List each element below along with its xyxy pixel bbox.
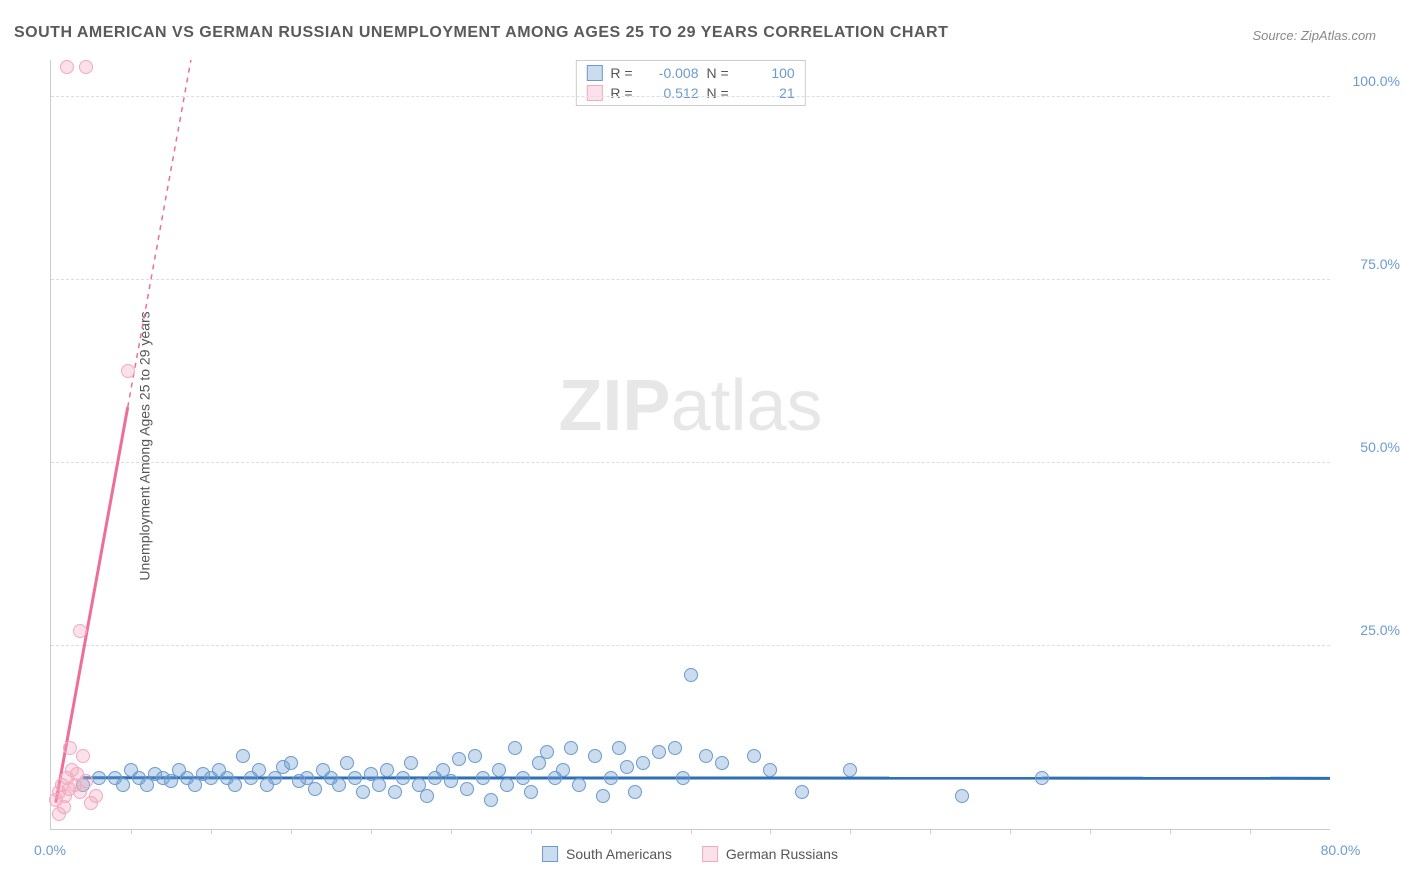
data-point	[468, 749, 482, 763]
x-tick	[291, 829, 292, 834]
data-point	[636, 756, 650, 770]
data-point	[340, 756, 354, 770]
x-tick	[770, 829, 771, 834]
data-point	[500, 778, 514, 792]
x-tick	[850, 829, 851, 834]
data-point	[612, 741, 626, 755]
x-tick	[131, 829, 132, 834]
data-point	[715, 756, 729, 770]
x-tick	[371, 829, 372, 834]
x-tick	[611, 829, 612, 834]
data-point	[372, 778, 386, 792]
x-tick	[1090, 829, 1091, 834]
data-point	[444, 774, 458, 788]
data-point	[699, 749, 713, 763]
y-tick-label: 25.0%	[1360, 622, 1400, 638]
data-point	[516, 771, 530, 785]
data-point	[60, 60, 74, 74]
x-tick	[1170, 829, 1171, 834]
data-point	[668, 741, 682, 755]
data-point	[460, 782, 474, 796]
data-point	[524, 785, 538, 799]
data-point	[564, 741, 578, 755]
plot-region: ZIPatlas R = -0.008 N = 100 R = 0.512 N …	[50, 60, 1330, 830]
data-point	[747, 749, 761, 763]
data-point	[492, 763, 506, 777]
x-tick	[691, 829, 692, 834]
data-point	[396, 771, 410, 785]
data-point	[79, 774, 93, 788]
legend-label: German Russians	[726, 846, 838, 862]
series-legend: South Americans German Russians	[542, 846, 838, 862]
data-point	[676, 771, 690, 785]
data-point	[76, 749, 90, 763]
data-point	[476, 771, 490, 785]
data-point	[79, 60, 93, 74]
x-axis-max-label: 80.0%	[1321, 842, 1361, 858]
x-tick	[211, 829, 212, 834]
y-tick-label: 50.0%	[1360, 439, 1400, 455]
source-attribution: Source: ZipAtlas.com	[1252, 28, 1376, 43]
data-point	[596, 789, 610, 803]
data-point	[308, 782, 322, 796]
data-point	[763, 763, 777, 777]
swatch-pink-icon	[702, 846, 718, 862]
x-tick	[930, 829, 931, 834]
data-point	[89, 789, 103, 803]
data-point	[388, 785, 402, 799]
data-point	[332, 778, 346, 792]
x-tick	[531, 829, 532, 834]
data-point	[380, 763, 394, 777]
data-point	[1035, 771, 1049, 785]
data-point	[121, 364, 135, 378]
data-point	[572, 778, 586, 792]
data-point	[236, 749, 250, 763]
data-point	[955, 789, 969, 803]
chart-area: ZIPatlas R = -0.008 N = 100 R = 0.512 N …	[50, 60, 1330, 830]
x-tick	[451, 829, 452, 834]
data-point	[684, 668, 698, 682]
data-point	[252, 763, 266, 777]
legend-item-south-americans: South Americans	[542, 846, 672, 862]
swatch-blue-icon	[542, 846, 558, 862]
data-point	[795, 785, 809, 799]
data-point	[348, 771, 362, 785]
y-tick-label: 100.0%	[1353, 73, 1400, 89]
data-point	[540, 745, 554, 759]
chart-title: SOUTH AMERICAN VS GERMAN RUSSIAN UNEMPLO…	[14, 24, 948, 42]
x-axis-min-label: 0.0%	[34, 842, 66, 858]
data-point	[588, 749, 602, 763]
data-point	[116, 778, 130, 792]
data-point	[57, 800, 71, 814]
x-tick	[1010, 829, 1011, 834]
data-point	[404, 756, 418, 770]
trend-lines	[51, 60, 1330, 829]
data-point	[356, 785, 370, 799]
data-point	[556, 763, 570, 777]
data-point	[652, 745, 666, 759]
y-tick-label: 75.0%	[1360, 256, 1400, 272]
data-point	[843, 763, 857, 777]
data-point	[228, 778, 242, 792]
data-point	[420, 789, 434, 803]
data-point	[484, 793, 498, 807]
legend-item-german-russians: German Russians	[702, 846, 838, 862]
legend-label: South Americans	[566, 846, 672, 862]
x-tick	[1250, 829, 1251, 834]
data-point	[63, 741, 77, 755]
data-point	[604, 771, 618, 785]
data-point	[508, 741, 522, 755]
data-point	[628, 785, 642, 799]
data-point	[452, 752, 466, 766]
data-point	[284, 756, 298, 770]
data-point	[73, 624, 87, 638]
data-point	[92, 771, 106, 785]
data-point	[620, 760, 634, 774]
